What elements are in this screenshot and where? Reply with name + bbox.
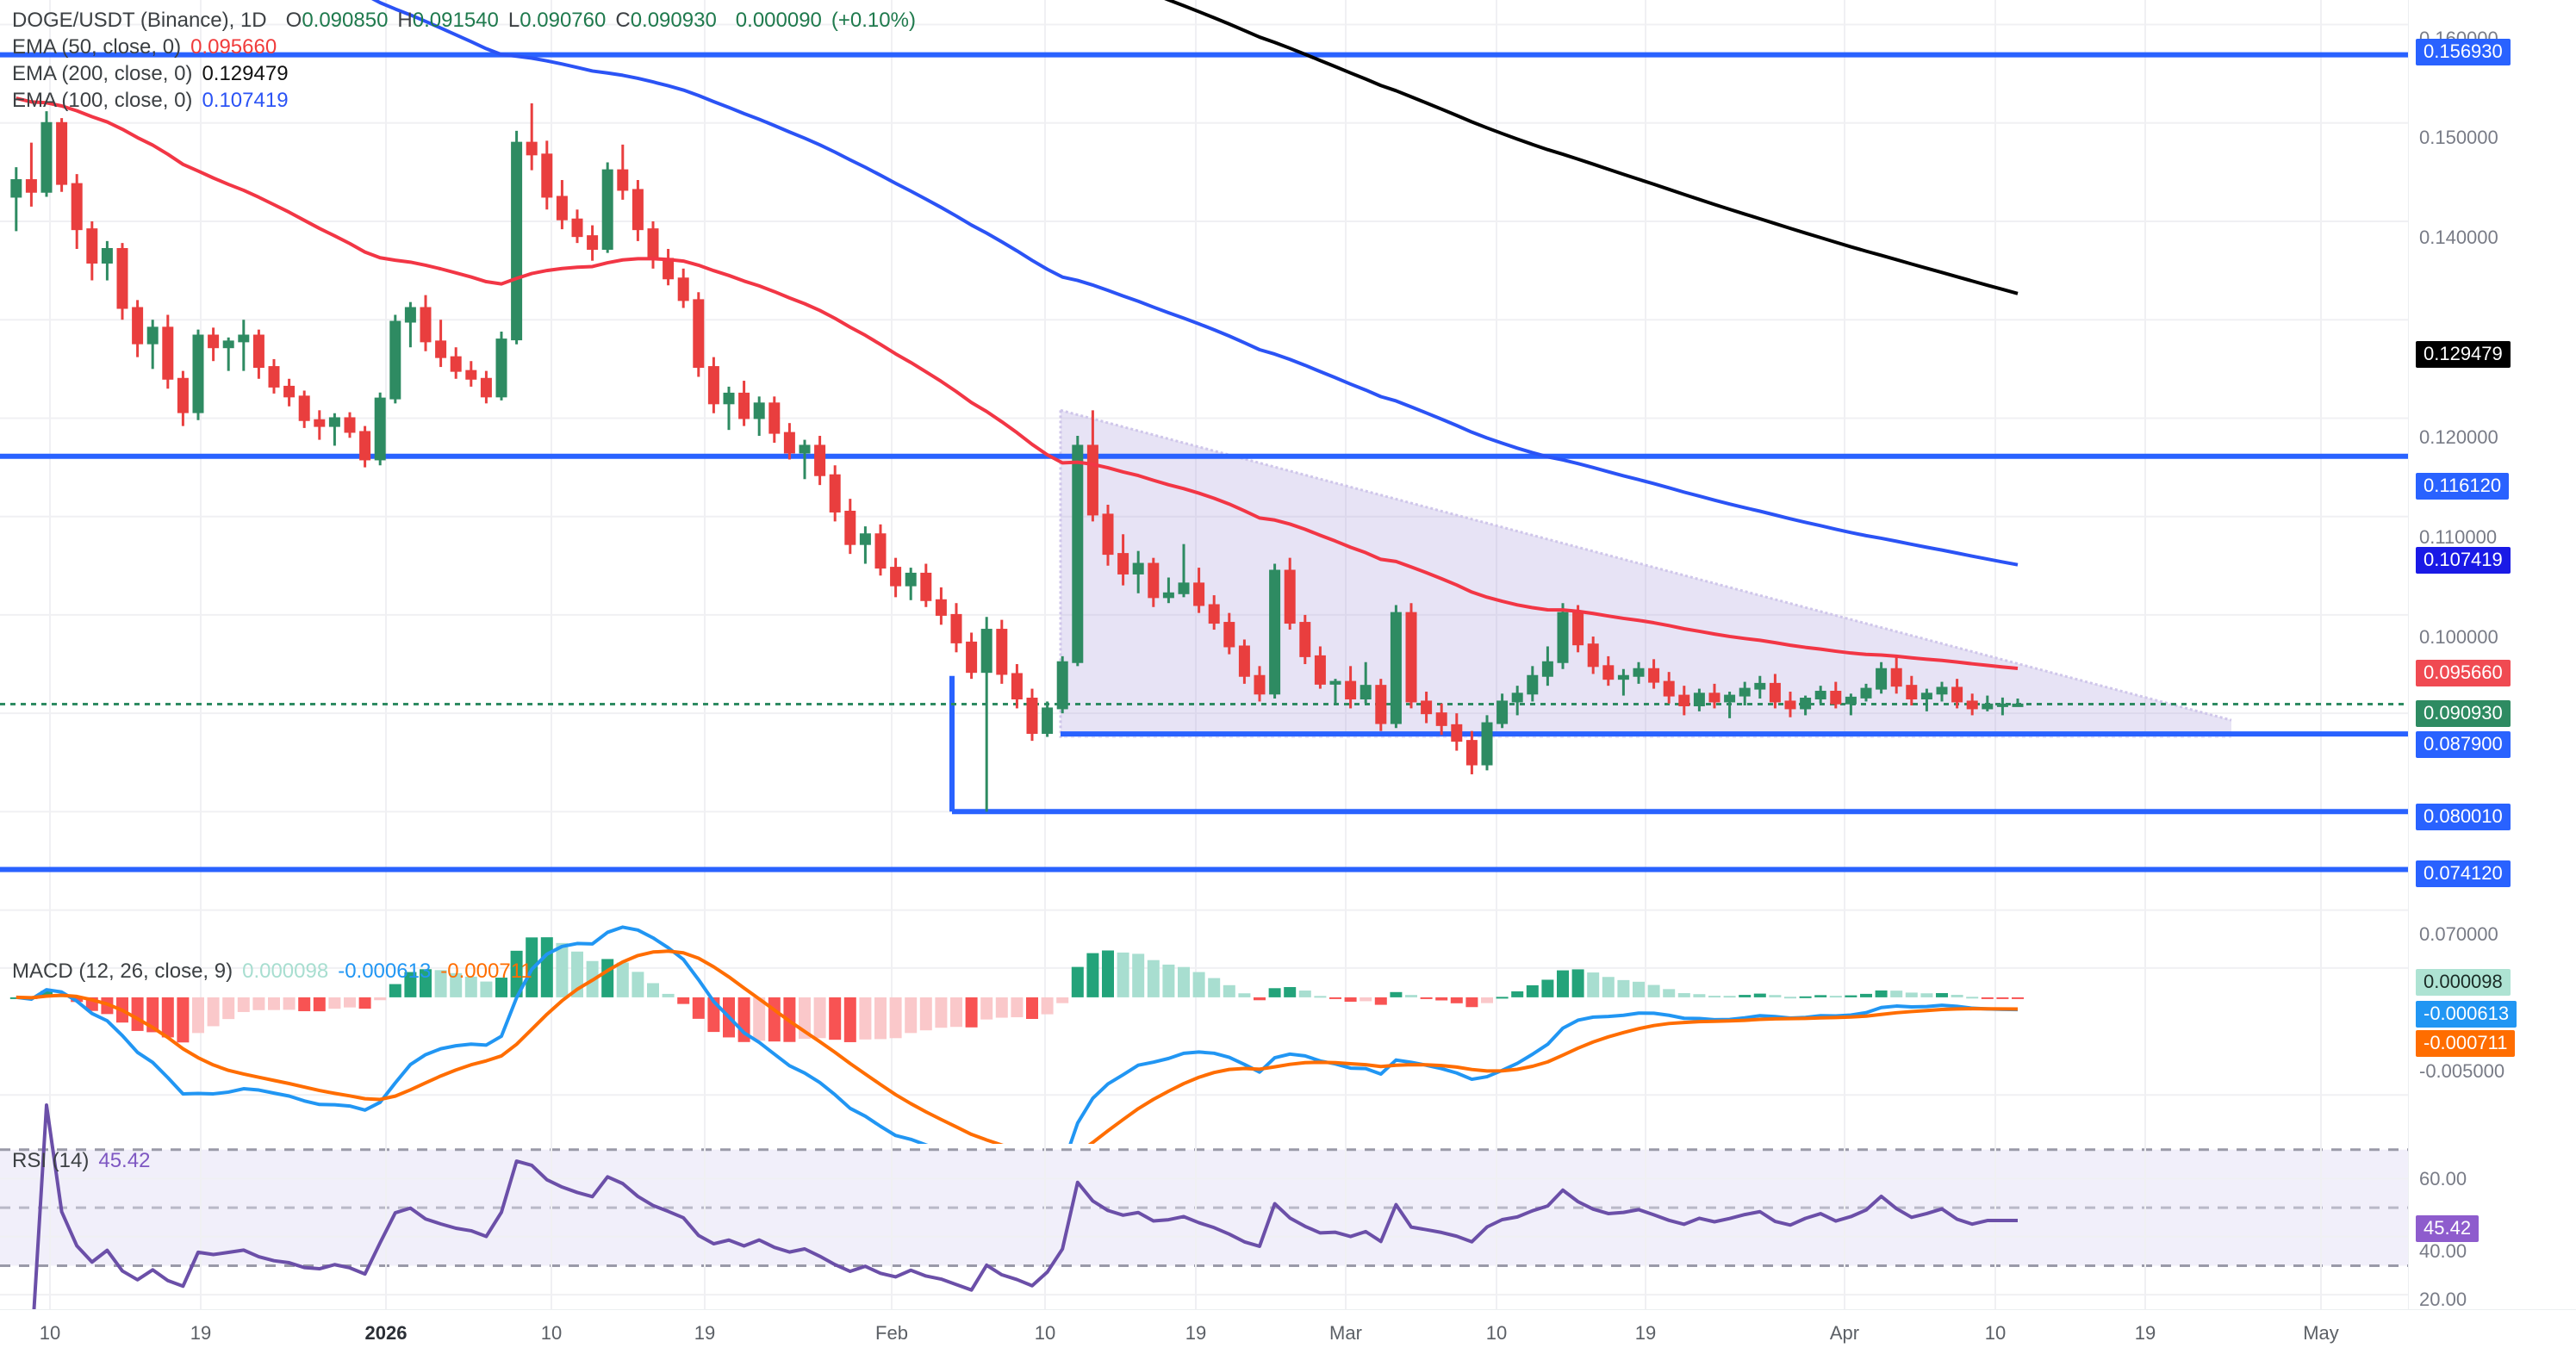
price-axis-tag[interactable]: 0.095660 xyxy=(2416,660,2511,686)
rsi-axis-tick: 40.00 xyxy=(2419,1240,2467,1262)
time-axis-tick: 19 xyxy=(2134,1322,2156,1344)
descending-triangle-pattern xyxy=(1059,408,2232,740)
time-axis-tick: 19 xyxy=(1185,1322,1207,1344)
macd-axis-tag[interactable]: -0.000711 xyxy=(2416,1030,2516,1057)
price-axis-tag[interactable]: 0.129479 xyxy=(2416,341,2511,368)
time-axis-tick: Feb xyxy=(875,1322,908,1344)
macd-axis-tag[interactable]: -0.000613 xyxy=(2416,1001,2517,1028)
time-axis-tick: 19 xyxy=(694,1322,716,1344)
ema-line xyxy=(370,0,2019,567)
price-axis-tick: 0.140000 xyxy=(2419,227,2498,248)
time-axis-tick: May xyxy=(2303,1322,2339,1344)
macd-histogram xyxy=(9,937,2024,1043)
price-axis-tag[interactable]: 0.080010 xyxy=(2416,804,2511,830)
rsi-axis-tick: 20.00 xyxy=(2419,1289,2467,1310)
ema-line xyxy=(16,96,2019,671)
time-axis-tick: 10 xyxy=(39,1322,61,1344)
price-axis-tick: 0.150000 xyxy=(2419,127,2498,148)
price-axis-tick: 0.100000 xyxy=(2419,626,2498,648)
time-axis-tick: Mar xyxy=(1329,1322,1362,1344)
price-axis-tag[interactable]: 0.107419 xyxy=(2416,547,2511,574)
rsi-chart-canvas[interactable] xyxy=(0,1102,2408,1353)
price-axis-tag[interactable]: 0.156930 xyxy=(2416,39,2511,65)
time-axis-tick: 10 xyxy=(1485,1322,1508,1344)
price-axis-tag[interactable]: 0.116120 xyxy=(2416,473,2510,500)
price-axis-tag[interactable]: 0.090930 xyxy=(2416,700,2511,727)
rsi-axis-tag[interactable]: 45.42 xyxy=(2416,1215,2480,1242)
price-axis-tag[interactable]: 0.074120 xyxy=(2416,860,2511,887)
time-axis-tick: Apr xyxy=(1829,1322,1860,1344)
macd-axis-tag[interactable]: 0.000098 xyxy=(2416,969,2511,996)
time-axis-tick: 10 xyxy=(1984,1322,2007,1344)
ema-line xyxy=(1164,0,2019,295)
rsi-axis-tick: 60.00 xyxy=(2419,1168,2467,1189)
time-axis-tick: 10 xyxy=(540,1322,563,1344)
time-axis-tick: 2026 xyxy=(364,1322,408,1344)
rsi-pane[interactable] xyxy=(0,1102,2408,1353)
macd-pane[interactable] xyxy=(0,925,2408,1179)
price-chart-canvas[interactable] xyxy=(0,0,2408,954)
price-axis-tag[interactable]: 0.087900 xyxy=(2416,731,2511,758)
candlestick-series xyxy=(10,102,2024,812)
price-scale-axis[interactable]: 0.1600000.1500000.1400000.1200000.110000… xyxy=(2408,0,2576,1309)
macd-line-path xyxy=(16,949,2019,1164)
rsi-line-path xyxy=(29,1102,2018,1353)
price-axis-tick: 0.070000 xyxy=(2419,923,2498,945)
price-axis-tick: 0.120000 xyxy=(2419,426,2498,448)
price-pane[interactable] xyxy=(0,0,2408,954)
macd-chart-canvas[interactable] xyxy=(0,925,2408,1179)
time-scale-axis[interactable]: 10 19 2026 10 19 Feb 10 19 Mar 10 19 Apr 10 19 May xyxy=(0,1309,2576,1354)
price-axis-tick: 0.110000 xyxy=(2419,526,2498,548)
time-axis-tick: 19 xyxy=(190,1322,212,1344)
time-axis-tick: 19 xyxy=(1634,1322,1657,1344)
time-axis-tick: 10 xyxy=(1034,1322,1056,1344)
macd-axis-tick: -0.005000 xyxy=(2419,1060,2505,1082)
macd-line-path xyxy=(16,925,2019,1179)
